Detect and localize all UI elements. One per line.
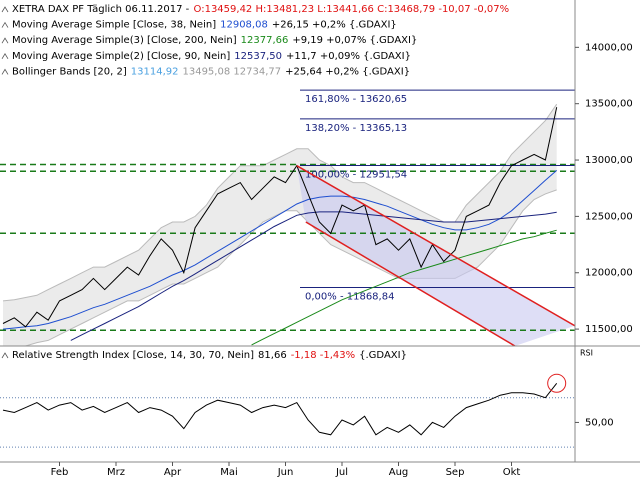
legend-text: Relative Strength Index [Close, 14, 30, … <box>12 350 254 361</box>
legend-text: 13495,08 12734,77 <box>182 66 281 77</box>
highlight-circle <box>547 373 567 393</box>
legend-entry: Moving Average Simple [Close, 38, Nein] 1… <box>12 20 397 31</box>
legend-text: Moving Average Simple(3) [Close, 200, Ne… <box>12 35 237 46</box>
legend-text: 12377,66 <box>241 35 289 46</box>
fib-label: 161,80% - 13620,65 <box>305 94 407 105</box>
legend-text: +11,7 +0,09% {.GDAXI} <box>286 51 411 62</box>
legend-icon <box>1 68 9 75</box>
legend-text: 81,66 <box>258 350 287 361</box>
y-tick-label: 12500,00 <box>585 211 633 222</box>
axis-title: RSI <box>580 349 593 358</box>
legend-text: Moving Average Simple [Close, 38, Nein] <box>12 20 216 31</box>
legend-entry: Relative Strength Index [Close, 14, 30, … <box>12 350 407 361</box>
y-tick-label: 14000,00 <box>585 42 633 53</box>
x-tick-label: Okt <box>503 467 521 478</box>
series-line <box>2 170 558 330</box>
legend-entry: Moving Average Simple(2) [Close, 90, Nei… <box>12 51 411 62</box>
legend-text: +25,64 +0,2% {.GDAXI} <box>285 66 410 77</box>
legend-text: 12537,50 <box>234 51 282 62</box>
x-tick-label: Mrz <box>107 467 125 478</box>
x-tick-label: Apr <box>164 467 182 478</box>
rsi-line <box>2 382 558 436</box>
legend-text: XETRA DAX PF Täglich 06.11.2017 - <box>12 4 190 15</box>
x-tick-label: Feb <box>51 467 69 478</box>
x-tick-label: Aug <box>389 467 409 478</box>
legend-icon <box>1 352 9 359</box>
legend-text: Moving Average Simple(2) [Close, 90, Nei… <box>12 51 230 62</box>
channel-line <box>296 165 575 327</box>
legend-text: +26,15 +0,2% {.GDAXI} <box>272 20 397 31</box>
band-fill <box>3 104 557 346</box>
legend-entry: Bollinger Bands [20, 2] 13114,92 13495,08 … <box>12 66 410 77</box>
x-tick-label: Jun <box>277 467 294 478</box>
legend-icon <box>1 6 9 13</box>
fib-label: 100,00% - 12951,54 <box>305 170 407 181</box>
legend-text: {.GDAXI} <box>359 350 407 361</box>
legend-entry: XETRA DAX PF Täglich 06.11.2017 - O:13459… <box>12 4 509 15</box>
y-tick-label: 11500,00 <box>585 324 633 335</box>
legend-text: +9,19 +0,07% {.GDAXI} <box>292 35 417 46</box>
series-line <box>70 211 557 341</box>
legend-text: O:13459,42 H:13481,23 L:13441,66 C:13468… <box>194 4 510 15</box>
y-tick-label: 12000,00 <box>585 268 633 279</box>
rsi-panel <box>0 373 575 448</box>
price-panel: 161,80% - 13620,65 138,20% - 13365,13 100,… <box>0 89 575 346</box>
series-line <box>251 229 557 346</box>
band-upper <box>2 103 558 302</box>
legend-icon <box>1 21 9 28</box>
x-tick-label: Mai <box>220 467 238 478</box>
legend-icon <box>1 53 9 60</box>
legend-text: 12908,08 <box>220 20 268 31</box>
legend-text: -1,18 -1,43% <box>291 350 355 361</box>
x-tick-label: Sep <box>446 467 465 478</box>
x-tick-label: Jul <box>335 467 348 478</box>
y-tick-label: 13000,00 <box>585 155 633 166</box>
fib-label: 138,20% - 13365,13 <box>305 123 407 134</box>
legend-entry: Moving Average Simple(3) [Close, 200, Ne… <box>12 35 417 46</box>
legend-icon <box>1 37 9 44</box>
legend-text: Bollinger Bands [20, 2] <box>12 66 127 77</box>
channel-line <box>305 221 516 346</box>
y-tick-label: 50,00 <box>585 417 614 428</box>
y-tick-label: 13500,00 <box>585 99 633 110</box>
legend-text: 13114,92 <box>131 66 179 77</box>
series-line <box>2 107 558 328</box>
